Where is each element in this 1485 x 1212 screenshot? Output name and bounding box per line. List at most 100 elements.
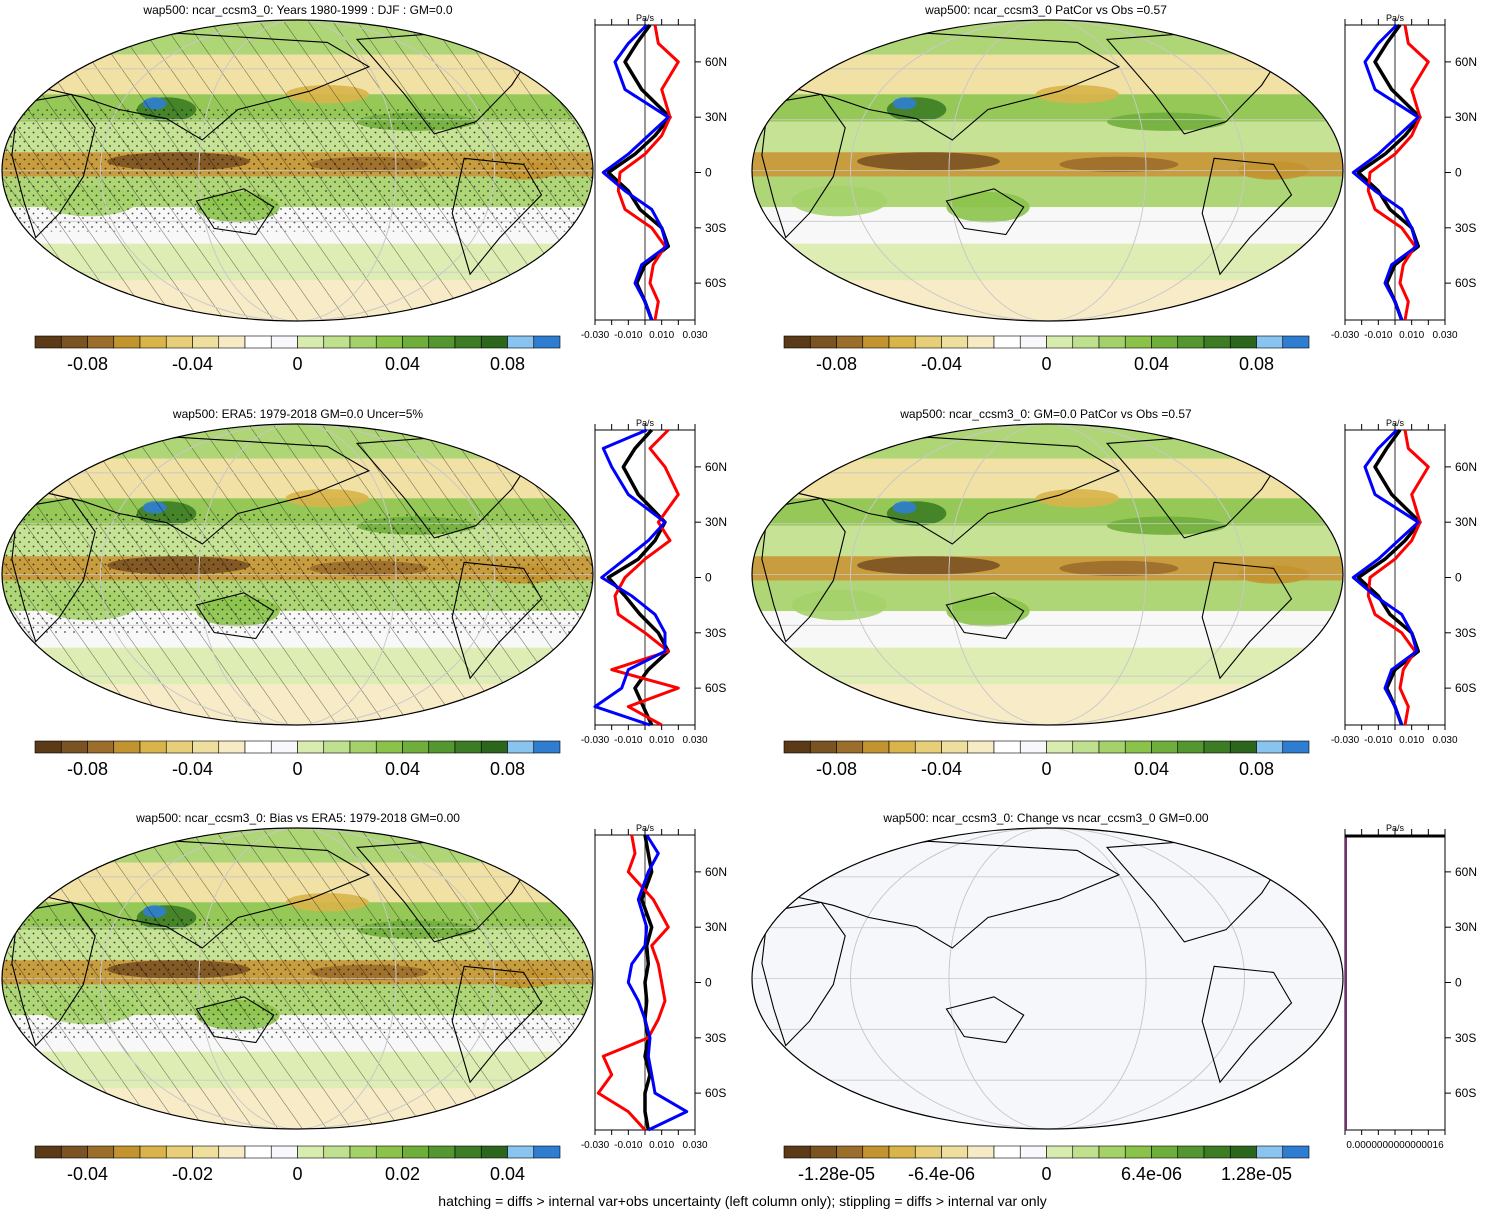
profile-y-tick-label: 30N bbox=[705, 515, 727, 529]
longitude-gridline bbox=[198, 20, 397, 321]
colorbar-tick-label: 0.08 bbox=[490, 759, 525, 779]
profile-y-tick-label: 30S bbox=[705, 626, 726, 640]
colorbar-box bbox=[349, 1145, 377, 1159]
colorbar-box bbox=[809, 335, 837, 349]
longitude-gridline bbox=[100, 828, 495, 1129]
colorbar-tick-label: -0.04 bbox=[921, 354, 962, 374]
profile-x-tick-label: -0.030 bbox=[1331, 735, 1360, 746]
map-border bbox=[1, 423, 594, 726]
colorbar-tick-label: 0.04 bbox=[385, 759, 420, 779]
colorbar-box bbox=[1098, 335, 1126, 349]
colorbar-box bbox=[323, 335, 351, 349]
coastline bbox=[945, 996, 1025, 1044]
colorbar-tick-label: -0.04 bbox=[172, 354, 213, 374]
profile-x-tick-label: -0.030 bbox=[581, 330, 610, 341]
profile-line-black bbox=[639, 834, 654, 1131]
map-anomaly-blob bbox=[892, 501, 917, 514]
colorbar-box bbox=[836, 740, 864, 754]
colorbar-tick-label: 0.04 bbox=[385, 354, 420, 374]
profile-line-blue bbox=[626, 834, 689, 1132]
colorbar-box bbox=[375, 1145, 403, 1159]
profile-y-tick-label: 60N bbox=[1455, 460, 1477, 474]
profile-x-tick-label: 0.030 bbox=[682, 1140, 707, 1151]
colorbar-box bbox=[888, 1145, 916, 1159]
coastline bbox=[195, 592, 275, 640]
colorbar-box bbox=[323, 1145, 351, 1159]
coastline bbox=[451, 561, 543, 680]
colorbar-box bbox=[533, 335, 561, 349]
coastline bbox=[761, 901, 846, 1047]
map-anomaly-blob bbox=[857, 152, 1000, 171]
map-field bbox=[752, 20, 1343, 321]
profile-y-tick-label: 30S bbox=[1455, 221, 1476, 235]
coastline bbox=[11, 93, 96, 239]
colorbar-box bbox=[1151, 1145, 1179, 1159]
colorbar-box bbox=[244, 740, 272, 754]
profile-x-tick-label: 0.010 bbox=[649, 330, 674, 341]
longitude-gridline bbox=[198, 424, 397, 725]
colorbar-tick-label: -0.08 bbox=[816, 759, 857, 779]
profile-y-tick-label: 0 bbox=[705, 976, 712, 990]
colorbar-box bbox=[113, 1145, 141, 1159]
map-band bbox=[752, 525, 1343, 557]
colorbar-box bbox=[533, 740, 561, 754]
colorbar-box bbox=[454, 335, 482, 349]
map-band bbox=[752, 121, 1343, 153]
colorbar-box bbox=[1256, 335, 1284, 349]
profile-x-tick-label: 0.030 bbox=[682, 735, 707, 746]
longitude-gridline bbox=[850, 424, 1245, 725]
profile-line-red bbox=[1366, 24, 1430, 321]
profile-x-tick-label: -0.010 bbox=[614, 735, 643, 746]
colorbar-box bbox=[375, 335, 403, 349]
colorbar-box bbox=[914, 740, 942, 754]
map-band bbox=[752, 684, 1343, 725]
profile-line-red bbox=[596, 834, 670, 1132]
longitude-gridline bbox=[198, 828, 397, 1129]
colorbar-box bbox=[1203, 335, 1231, 349]
colorbar-box bbox=[507, 335, 535, 349]
colorbar-box bbox=[1098, 740, 1126, 754]
colorbar-box bbox=[270, 740, 298, 754]
longitude-gridline bbox=[948, 20, 1147, 321]
profile-unit-label: Pa/s bbox=[1386, 823, 1405, 833]
profile-line-blue bbox=[1351, 23, 1420, 321]
map-anomaly-blob bbox=[1035, 489, 1119, 508]
profile-frame bbox=[1344, 834, 1446, 1131]
colorbar-box bbox=[809, 1145, 837, 1159]
colorbar-box bbox=[1177, 1145, 1205, 1159]
profile-unit-label: Pa/s bbox=[1386, 13, 1405, 23]
panel-left-row2: wap500: ERA5: 1979-2018 GM=0.0 Uncer=5% P… bbox=[1, 407, 727, 779]
colorbar-box bbox=[836, 1145, 864, 1159]
colorbar-box bbox=[1124, 1145, 1152, 1159]
colorbar-tick-label: 0 bbox=[1041, 759, 1051, 779]
profile-x-tick-label: -0.010 bbox=[614, 1140, 643, 1151]
colorbar-tick-label: 6.4e-06 bbox=[1121, 1164, 1182, 1184]
profile-line-red bbox=[1366, 429, 1430, 726]
colorbar-box bbox=[993, 740, 1021, 754]
colorbar-box bbox=[428, 1145, 456, 1159]
profile-x-tick-label: 0.030 bbox=[682, 330, 707, 341]
colorbar-box bbox=[1046, 740, 1074, 754]
colorbar-box bbox=[297, 740, 325, 754]
colorbar-box bbox=[60, 1145, 88, 1159]
colorbar-box bbox=[218, 740, 246, 754]
profile-x-tick-label: -0.030 bbox=[1331, 330, 1360, 341]
map-border bbox=[751, 19, 1344, 322]
colorbar-box bbox=[113, 335, 141, 349]
profile-x-tick-label: -0.030 bbox=[581, 1140, 610, 1151]
colorbar-tick-label: 0.04 bbox=[490, 1164, 525, 1184]
colorbar-box bbox=[914, 335, 942, 349]
colorbar-box bbox=[270, 1145, 298, 1159]
colorbar-box bbox=[323, 740, 351, 754]
colorbar-box bbox=[1229, 740, 1257, 754]
profile-y-tick-label: 30N bbox=[1455, 515, 1477, 529]
map-anomaly-blob bbox=[892, 97, 917, 110]
coastline bbox=[1201, 561, 1293, 680]
panel-title: wap500: ERA5: 1979-2018 GM=0.0 Uncer=5% bbox=[172, 407, 423, 421]
colorbar-box bbox=[1282, 1145, 1310, 1159]
colorbar-box bbox=[218, 1145, 246, 1159]
colorbar-tick-label: -0.04 bbox=[67, 1164, 108, 1184]
colorbar-box bbox=[1151, 740, 1179, 754]
profile-y-tick-label: 60S bbox=[705, 276, 726, 290]
colorbar-box bbox=[402, 1145, 430, 1159]
